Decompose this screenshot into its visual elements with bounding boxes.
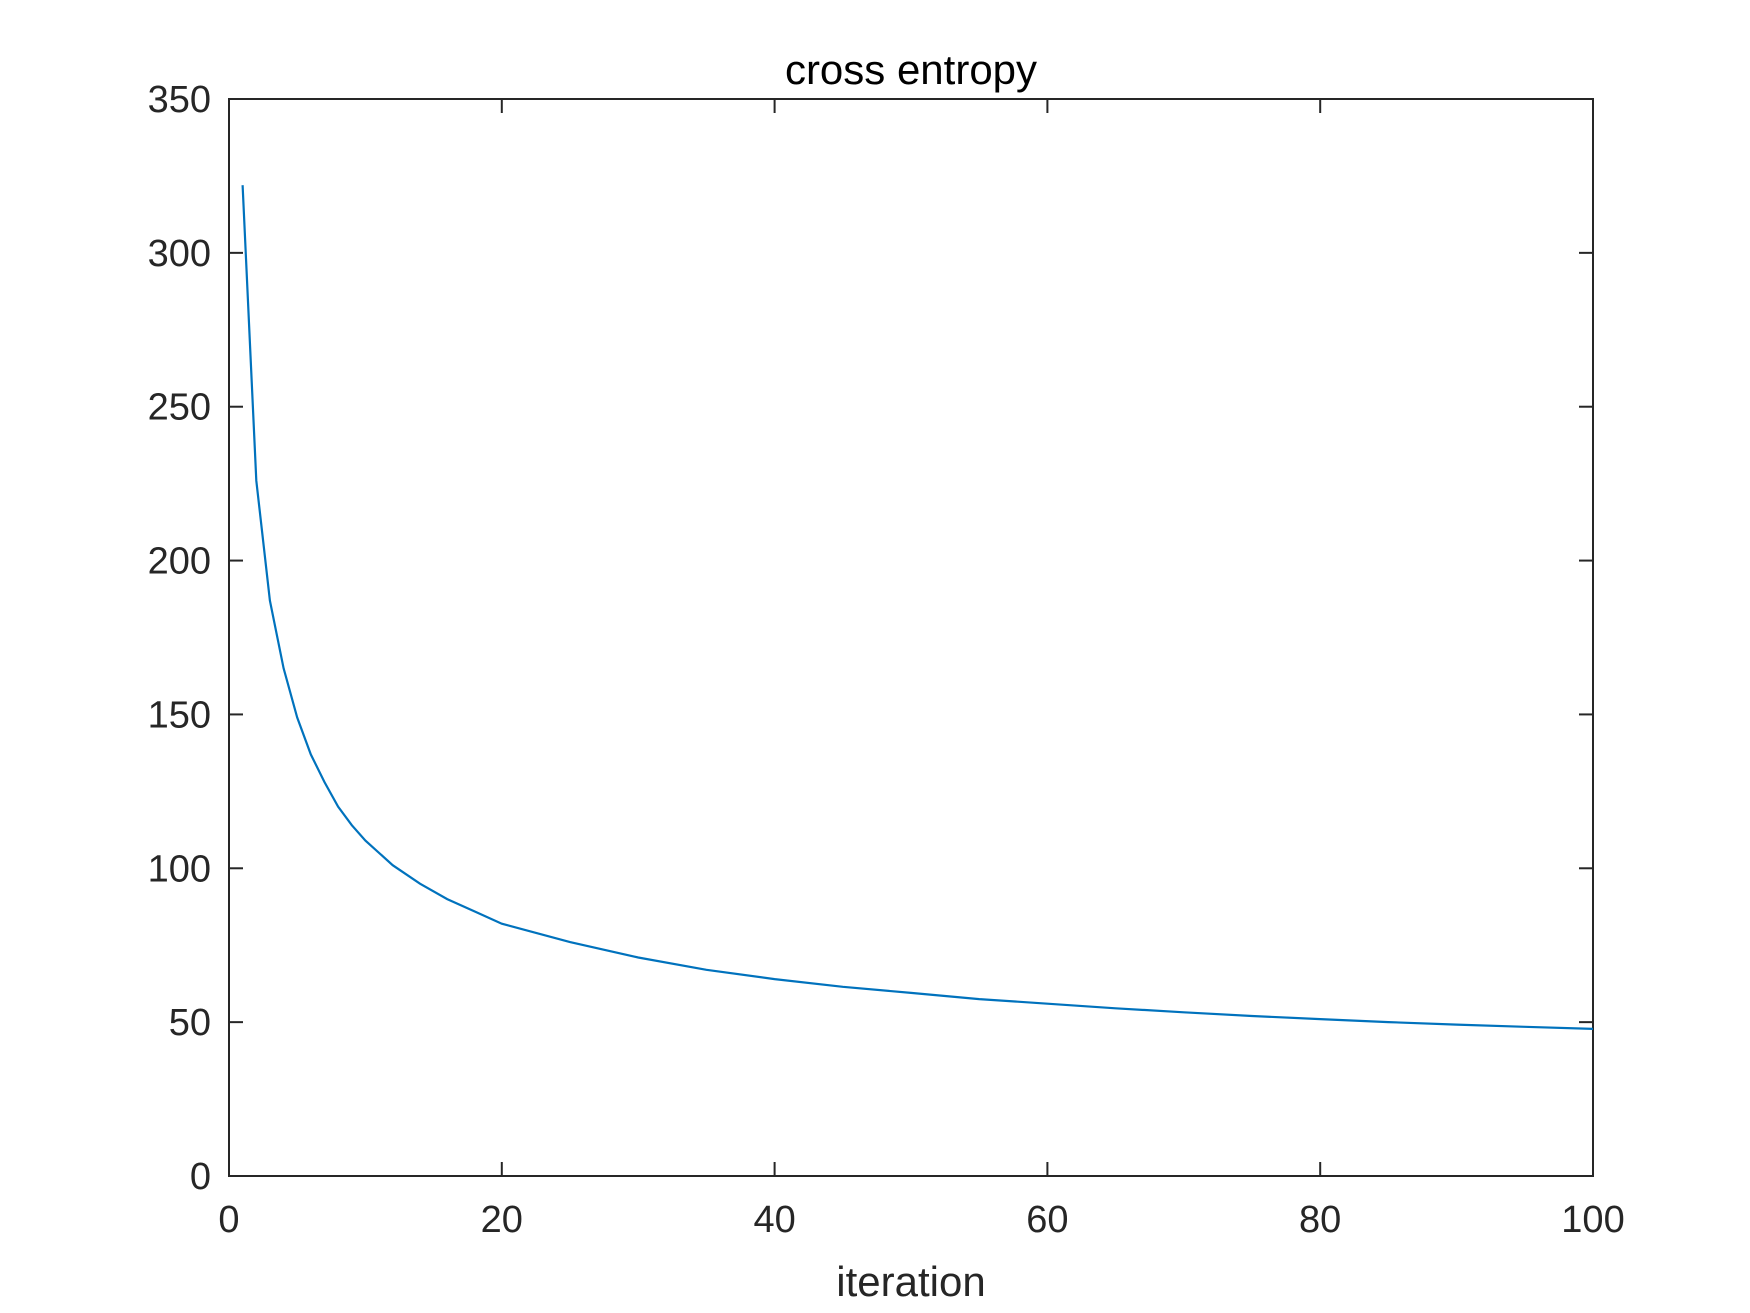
y-axis-ticks: 0 50 100 150 200 250 300 350: [148, 79, 1593, 1198]
x-axis-label: iteration: [836, 1258, 985, 1305]
x-tick-label: 80: [1299, 1199, 1341, 1241]
y-tick-label: 0: [190, 1156, 211, 1198]
y-tick-label: 350: [148, 79, 211, 121]
y-tick-label: 250: [148, 387, 211, 429]
x-tick-label: 40: [753, 1199, 795, 1241]
y-tick-label: 50: [169, 1002, 211, 1044]
x-tick-label: 100: [1561, 1199, 1624, 1241]
y-tick-label: 300: [148, 233, 211, 275]
x-tick-label: 60: [1026, 1199, 1068, 1241]
series-layer: [241, 185, 1594, 1030]
y-tick-label: 200: [148, 541, 211, 583]
series-line-1: [241, 185, 1594, 1030]
axes-box: [228, 98, 1594, 1177]
chart-title: cross entropy: [785, 46, 1037, 93]
x-tick-label: 0: [218, 1199, 239, 1241]
x-axis-ticks: 0 20 40 60 80 100: [218, 99, 1625, 1241]
x-tick-label: 20: [481, 1199, 523, 1241]
y-tick-label: 150: [148, 694, 211, 736]
y-tick-label: 100: [148, 848, 211, 890]
